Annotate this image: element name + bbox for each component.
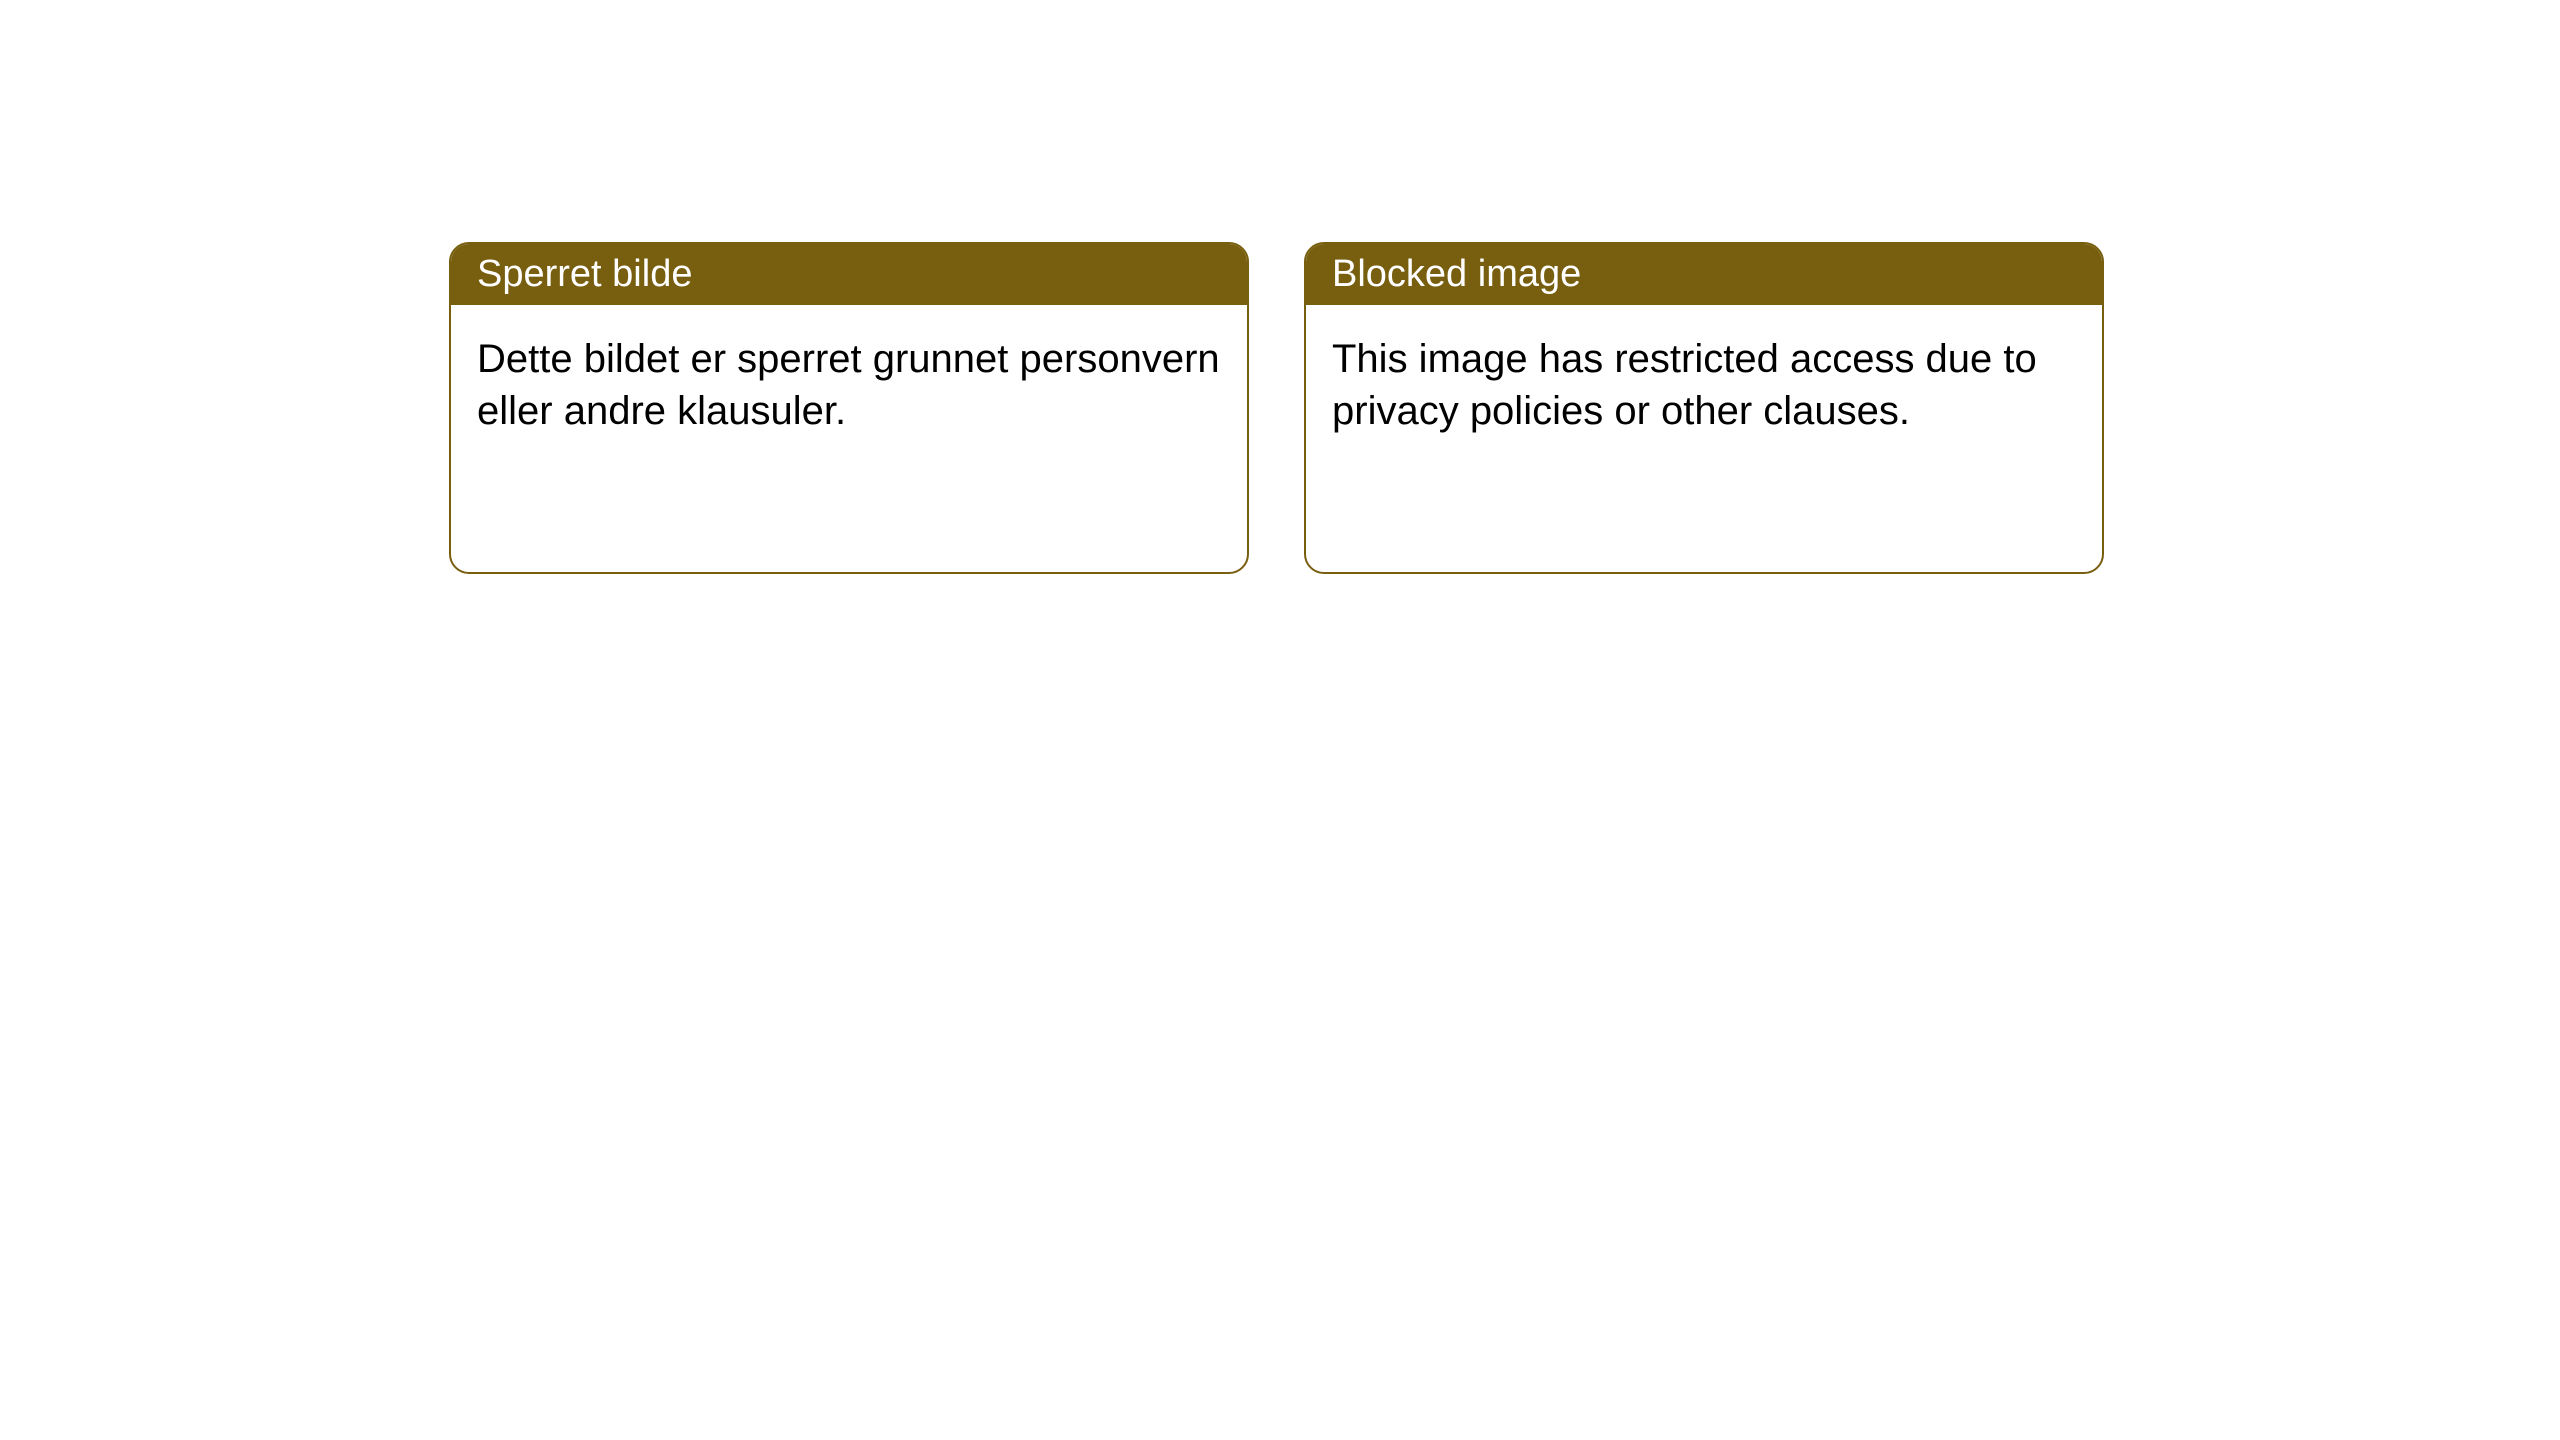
notice-card-norwegian: Sperret bilde Dette bildet er sperret gr… xyxy=(449,242,1249,574)
card-title: Blocked image xyxy=(1332,253,1581,295)
notice-card-english: Blocked image This image has restricted … xyxy=(1304,242,2104,574)
notice-container: Sperret bilde Dette bildet er sperret gr… xyxy=(449,242,2104,574)
card-body-text: This image has restricted access due to … xyxy=(1332,337,2037,433)
card-header: Sperret bilde xyxy=(451,244,1247,305)
card-header: Blocked image xyxy=(1306,244,2102,305)
card-body: This image has restricted access due to … xyxy=(1306,305,2102,465)
card-body: Dette bildet er sperret grunnet personve… xyxy=(451,305,1247,465)
card-title: Sperret bilde xyxy=(477,253,692,295)
card-body-text: Dette bildet er sperret grunnet personve… xyxy=(477,337,1220,433)
